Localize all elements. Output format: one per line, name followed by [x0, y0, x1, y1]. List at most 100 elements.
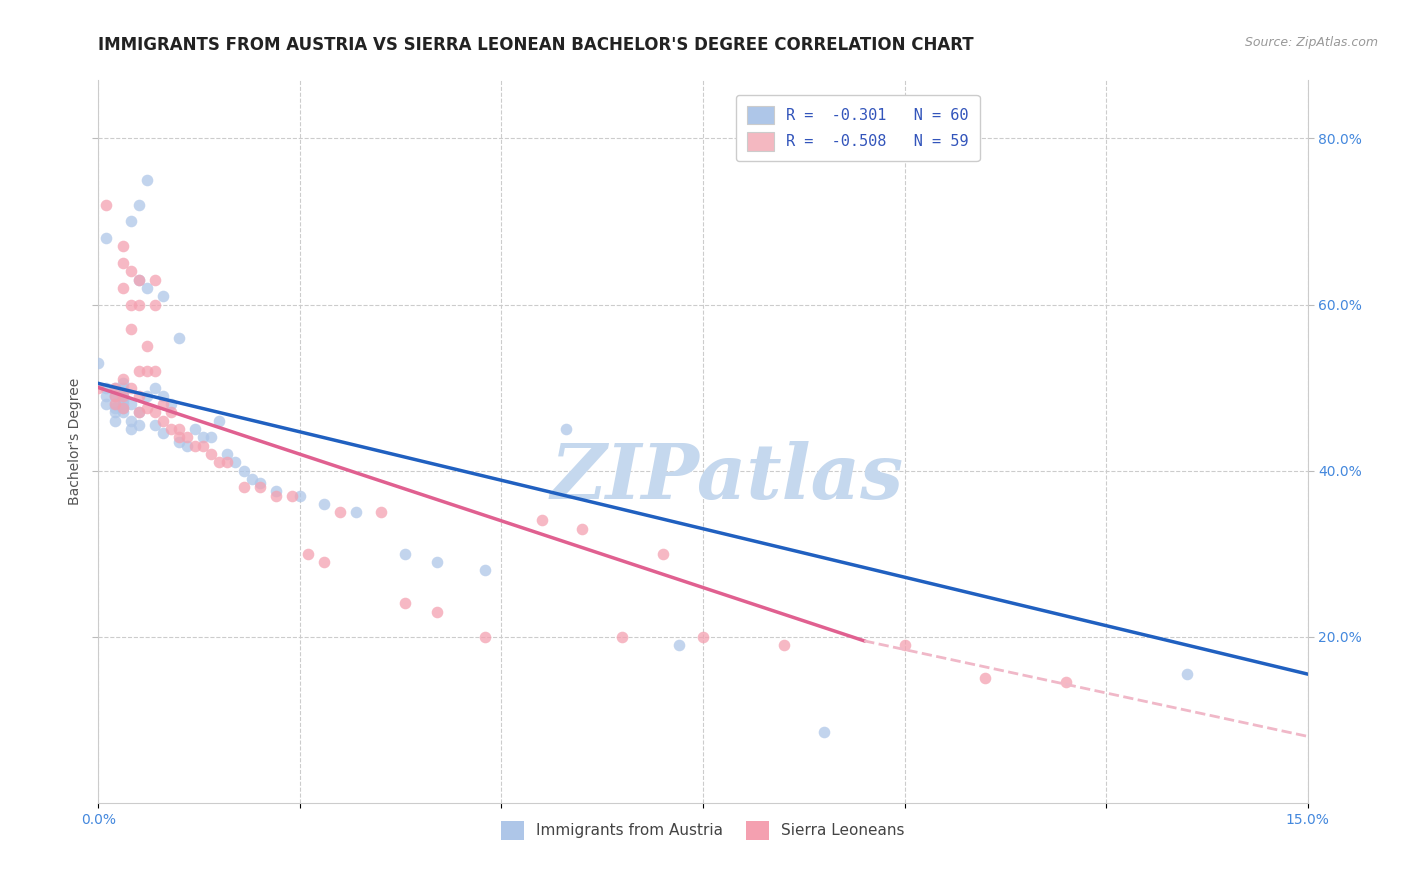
Point: [217, 455, 239, 469]
Point: [160, 405, 183, 419]
Point: [193, 439, 215, 453]
Point: [160, 397, 183, 411]
Point: [152, 426, 174, 441]
Point: [128, 272, 150, 286]
Point: [160, 422, 183, 436]
Text: Source: ZipAtlas.com: Source: ZipAtlas.com: [1244, 36, 1378, 49]
Point: [426, 555, 449, 569]
Point: [314, 497, 336, 511]
Point: [167, 430, 190, 444]
Point: [103, 380, 125, 394]
Point: [772, 638, 794, 652]
Point: [426, 605, 449, 619]
Point: [167, 422, 190, 436]
Point: [143, 417, 166, 432]
Point: [224, 455, 246, 469]
Point: [111, 389, 134, 403]
Point: [135, 401, 157, 416]
Point: [128, 364, 150, 378]
Point: [103, 405, 125, 419]
Point: [176, 430, 198, 444]
Point: [344, 505, 367, 519]
Point: [103, 389, 125, 403]
Point: [288, 489, 311, 503]
Point: [314, 555, 336, 569]
Point: [103, 389, 125, 403]
Point: [128, 405, 150, 419]
Point: [152, 397, 174, 411]
Point: [143, 405, 166, 419]
Point: [128, 405, 150, 419]
Point: [370, 505, 392, 519]
Point: [120, 214, 142, 228]
Point: [208, 414, 231, 428]
Point: [111, 376, 134, 391]
Point: [111, 281, 134, 295]
Point: [103, 397, 125, 411]
Point: [111, 401, 134, 416]
Point: [813, 725, 835, 739]
Point: [111, 405, 134, 419]
Point: [111, 389, 134, 403]
Point: [120, 414, 142, 428]
Point: [152, 289, 174, 303]
Point: [474, 630, 496, 644]
Point: [128, 417, 150, 432]
Point: [152, 414, 174, 428]
Y-axis label: Bachelor's Degree: Bachelor's Degree: [69, 378, 83, 505]
Point: [135, 389, 157, 403]
Point: [120, 322, 142, 336]
Point: [281, 489, 304, 503]
Legend: Immigrants from Austria, Sierra Leoneans: Immigrants from Austria, Sierra Leoneans: [495, 815, 911, 846]
Point: [120, 264, 142, 278]
Point: [1175, 667, 1198, 681]
Point: [111, 239, 134, 253]
Point: [103, 414, 125, 428]
Point: [96, 231, 118, 245]
Point: [217, 447, 239, 461]
Point: [1054, 675, 1077, 690]
Point: [264, 484, 287, 499]
Point: [474, 563, 496, 577]
Point: [103, 397, 125, 411]
Point: [143, 272, 166, 286]
Point: [893, 638, 915, 652]
Point: [111, 256, 134, 270]
Point: [120, 297, 142, 311]
Point: [692, 630, 714, 644]
Point: [264, 489, 287, 503]
Point: [96, 198, 118, 212]
Point: [200, 430, 222, 444]
Point: [200, 447, 222, 461]
Point: [128, 272, 150, 286]
Point: [974, 671, 997, 685]
Point: [232, 464, 254, 478]
Point: [135, 339, 157, 353]
Point: [128, 198, 150, 212]
Point: [96, 389, 118, 403]
Point: [120, 397, 142, 411]
Point: [555, 422, 578, 436]
Point: [111, 392, 134, 407]
Point: [240, 472, 263, 486]
Point: [394, 547, 416, 561]
Point: [668, 638, 690, 652]
Point: [128, 389, 150, 403]
Text: IMMIGRANTS FROM AUSTRIA VS SIERRA LEONEAN BACHELOR'S DEGREE CORRELATION CHART: IMMIGRANTS FROM AUSTRIA VS SIERRA LEONEA…: [98, 36, 974, 54]
Point: [111, 401, 134, 416]
Point: [103, 389, 125, 403]
Point: [135, 364, 157, 378]
Point: [135, 281, 157, 295]
Point: [651, 547, 673, 561]
Point: [297, 547, 319, 561]
Point: [232, 480, 254, 494]
Point: [571, 522, 593, 536]
Point: [143, 364, 166, 378]
Point: [103, 401, 125, 416]
Point: [96, 380, 118, 394]
Point: [87, 380, 110, 394]
Point: [111, 380, 134, 394]
Point: [103, 380, 125, 394]
Point: [120, 380, 142, 394]
Point: [111, 397, 134, 411]
